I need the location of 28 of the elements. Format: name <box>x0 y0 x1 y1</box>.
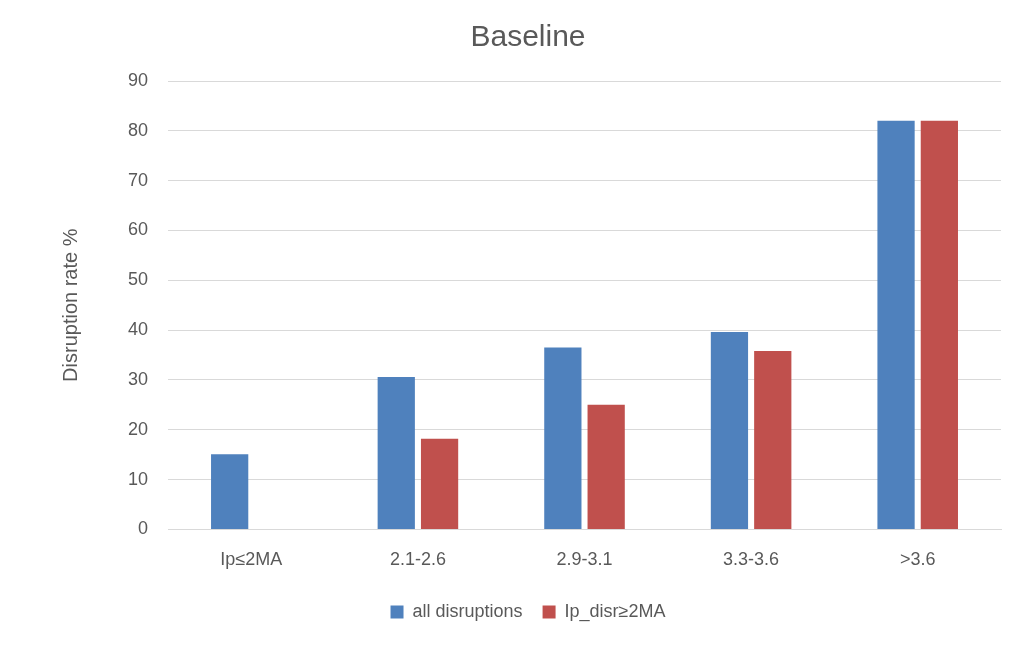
chart-title: Baseline <box>470 19 586 53</box>
y-tick-label: 70 <box>127 169 149 190</box>
y-axis-title: Disruption rate % <box>58 228 81 382</box>
bar <box>710 332 749 529</box>
bar <box>544 347 582 529</box>
bar <box>920 120 958 529</box>
y-tick-label: 60 <box>127 219 149 240</box>
bar <box>754 351 792 529</box>
legend-label: Ip_disr≥2MA <box>564 600 666 622</box>
bar <box>877 120 915 529</box>
x-tick-label: 3.3-3.6 <box>723 549 780 570</box>
y-tick-label: 50 <box>127 269 149 290</box>
y-tick-label: 20 <box>127 418 149 439</box>
y-tick-label: 0 <box>138 518 149 539</box>
x-tick-label: 2.9-3.1 <box>556 549 613 570</box>
x-tick-label: Ip≤2MA <box>220 549 283 570</box>
x-tick-label: 2.1-2.6 <box>389 549 446 570</box>
legend-label: all disruptions <box>412 600 523 621</box>
bar <box>420 438 459 529</box>
y-tick-label: 10 <box>127 468 149 489</box>
bar <box>377 376 415 529</box>
x-tick-label: >3.6 <box>899 549 936 570</box>
y-tick-label: 40 <box>127 319 149 340</box>
bar <box>587 404 625 529</box>
bar <box>211 454 249 529</box>
y-tick-label: 30 <box>127 368 149 389</box>
y-tick-label: 80 <box>127 119 149 140</box>
y-tick-label: 90 <box>127 69 149 90</box>
